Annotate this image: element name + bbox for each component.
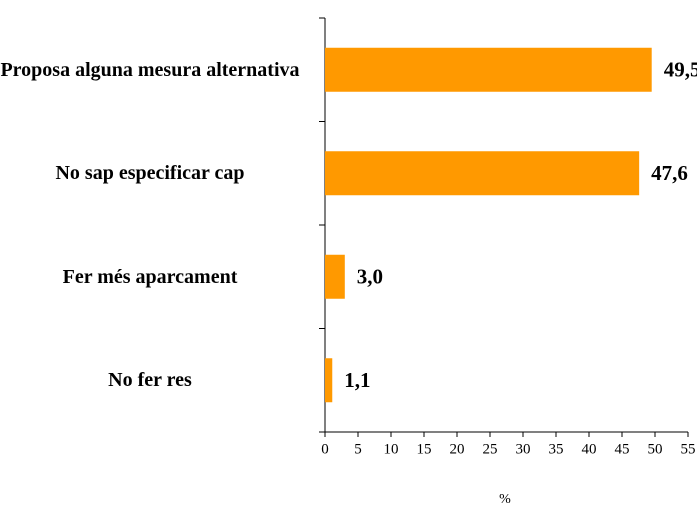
- data-label: 47,6: [651, 161, 688, 185]
- x-axis-label: %: [499, 492, 511, 507]
- x-tick-label: 50: [648, 441, 663, 457]
- bar: [325, 358, 333, 403]
- x-tick-label: 25: [483, 441, 498, 457]
- x-tick-label: 55: [681, 441, 696, 457]
- y-tick-label: No fer res: [108, 369, 192, 392]
- x-tick-label: 5: [354, 441, 362, 457]
- x-tick-label: 40: [582, 441, 597, 457]
- x-tick-label: 20: [450, 441, 465, 457]
- data-label: 3,0: [357, 265, 383, 289]
- bar: [325, 151, 640, 196]
- bar: [325, 47, 652, 92]
- data-label: 1,1: [344, 368, 370, 392]
- y-tick-label: No sap especificar cap: [55, 162, 245, 185]
- x-tick-label: 15: [417, 441, 432, 457]
- data-label: 49,5: [664, 58, 697, 82]
- x-tick-label: 10: [384, 441, 399, 457]
- y-tick-label: Proposa alguna mesura alternativa: [0, 58, 300, 81]
- x-tick-label: 0: [321, 441, 329, 457]
- x-tick-label: 35: [549, 441, 564, 457]
- x-tick-label: 45: [615, 441, 630, 457]
- y-tick-label: Fer més aparcament: [62, 265, 238, 288]
- x-tick-label: 30: [516, 441, 531, 457]
- bar: [325, 254, 345, 299]
